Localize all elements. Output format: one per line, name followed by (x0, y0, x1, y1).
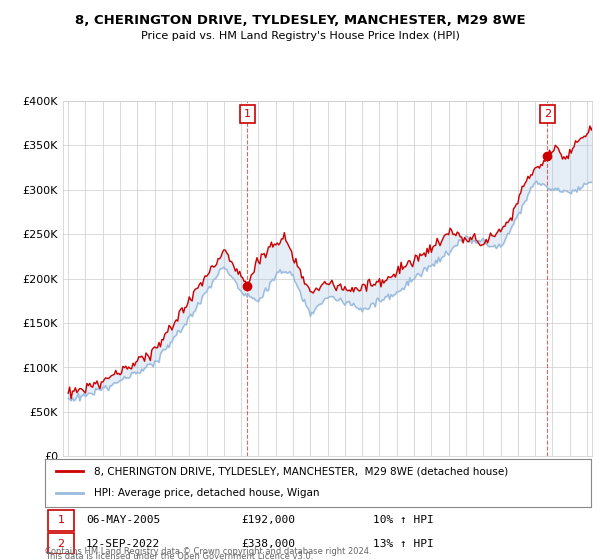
Bar (48, 534, 74, 554)
Text: HPI: Average price, detached house, Wigan: HPI: Average price, detached house, Wiga… (94, 488, 320, 498)
Text: 2: 2 (544, 109, 551, 119)
Bar (48, 510, 74, 531)
Text: 06-MAY-2005: 06-MAY-2005 (86, 515, 160, 525)
Text: 1: 1 (244, 109, 251, 119)
Text: £338,000: £338,000 (242, 539, 296, 549)
Text: 2: 2 (57, 539, 64, 549)
Text: 8, CHERINGTON DRIVE, TYLDESLEY, MANCHESTER,  M29 8WE (detached house): 8, CHERINGTON DRIVE, TYLDESLEY, MANCHEST… (94, 466, 508, 476)
Text: 12-SEP-2022: 12-SEP-2022 (86, 539, 160, 549)
Text: This data is licensed under the Open Government Licence v3.0.: This data is licensed under the Open Gov… (45, 552, 313, 560)
Text: 13% ↑ HPI: 13% ↑ HPI (373, 539, 433, 549)
Text: Price paid vs. HM Land Registry's House Price Index (HPI): Price paid vs. HM Land Registry's House … (140, 31, 460, 41)
Text: Contains HM Land Registry data © Crown copyright and database right 2024.: Contains HM Land Registry data © Crown c… (45, 547, 371, 556)
Text: 8, CHERINGTON DRIVE, TYLDESLEY, MANCHESTER, M29 8WE: 8, CHERINGTON DRIVE, TYLDESLEY, MANCHEST… (74, 14, 526, 27)
Text: 1: 1 (58, 515, 64, 525)
Text: £192,000: £192,000 (242, 515, 296, 525)
Text: 10% ↑ HPI: 10% ↑ HPI (373, 515, 433, 525)
